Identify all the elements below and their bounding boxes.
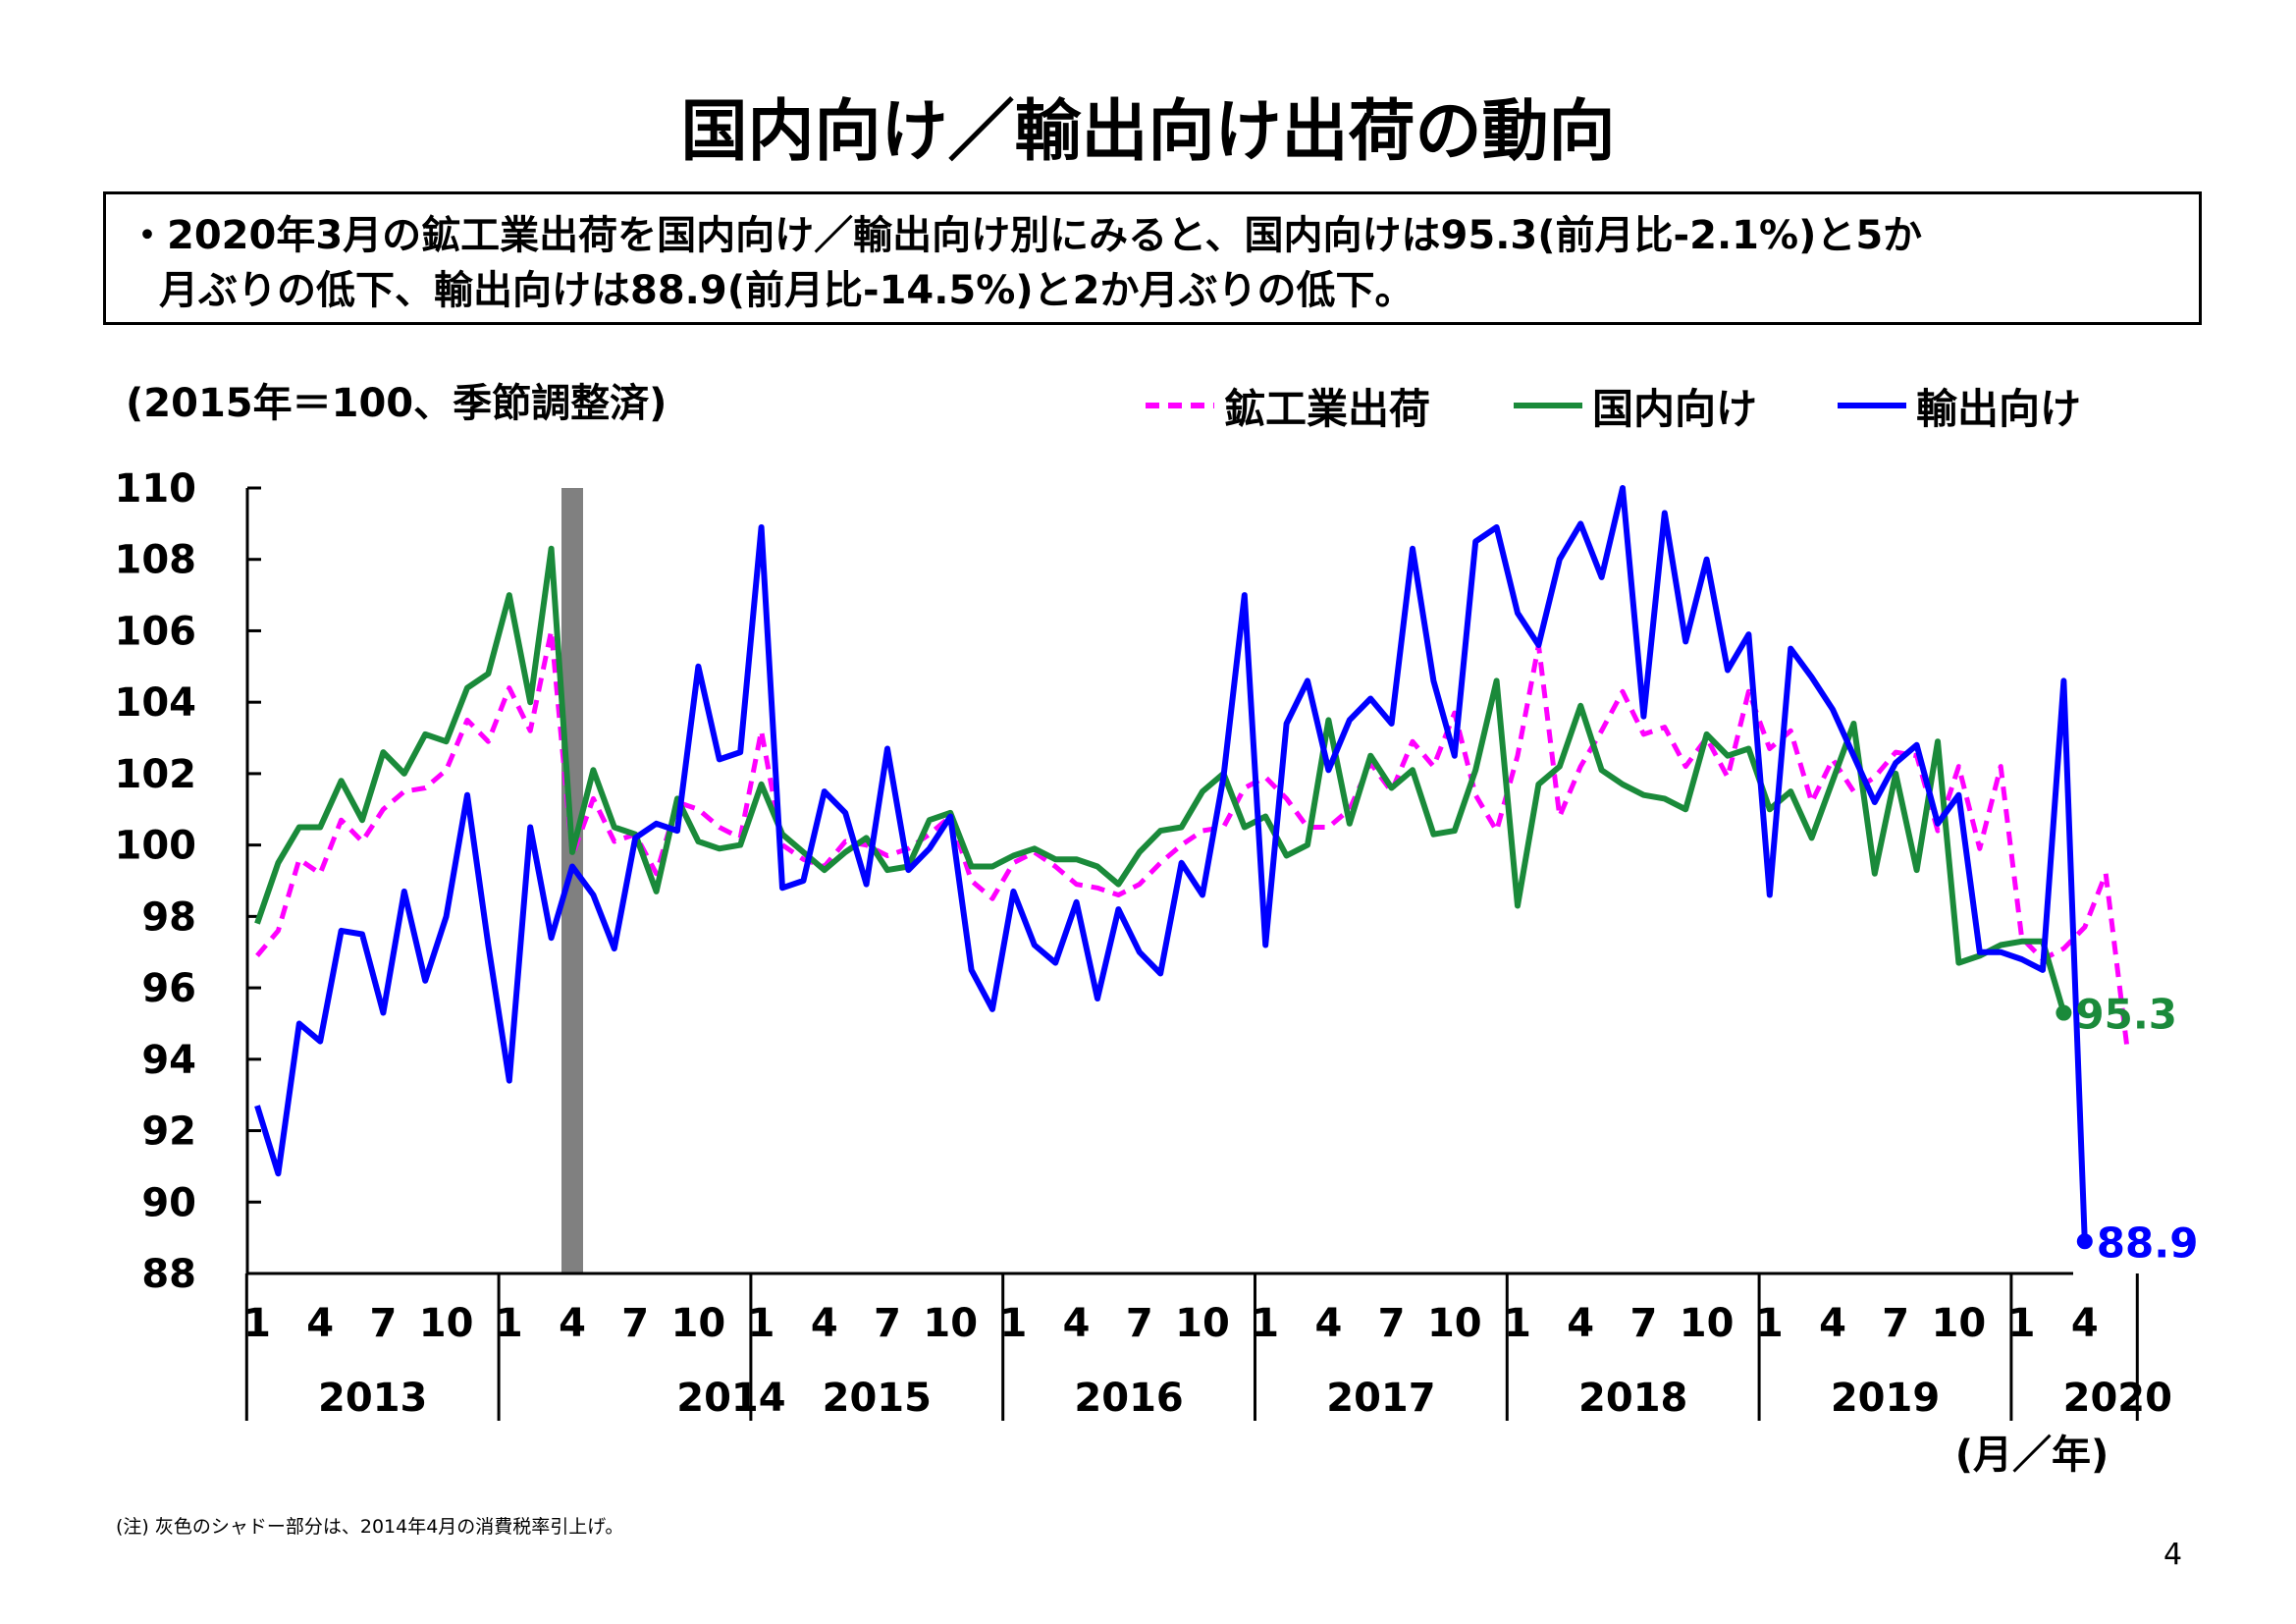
year-label: 2015	[823, 1376, 932, 1421]
footnote: (注) 灰色のシャドー部分は、2014年4月の消費税率引上げ。	[116, 1516, 624, 1538]
y-tick-label: 102	[115, 752, 197, 797]
y-tick-label: 110	[115, 466, 197, 512]
series-line-2	[254, 485, 2088, 1242]
y-tick-label: 104	[115, 680, 197, 726]
x-tick-label: 4	[2071, 1301, 2099, 1346]
x-tick-label: 4	[1063, 1301, 1091, 1346]
x-tick-label: 10	[671, 1301, 726, 1346]
series-line-1	[254, 545, 2067, 1014]
y-tick-label: 90	[141, 1180, 196, 1225]
page-number: 4	[2163, 1538, 2183, 1572]
x-tick-label: 1	[2008, 1301, 2036, 1346]
summary-line-1: ・2020年3月の鉱工業出荷を国内向け／輸出向け別にみると、国内向けは95.3(…	[128, 213, 1923, 258]
end-value-label-2: 88.9	[2097, 1218, 2199, 1267]
end-marker-1	[2056, 1004, 2072, 1021]
x-tick-label: 4	[306, 1301, 334, 1346]
series-line-0	[255, 628, 2130, 1046]
legend-label: 鉱工業出荷	[1224, 384, 1431, 433]
legend-label: 輸出向け	[1916, 384, 2082, 433]
x-tick-label: 10	[1680, 1301, 1735, 1346]
x-tick-label: 4	[559, 1301, 586, 1346]
y-tick-label: 92	[141, 1110, 196, 1155]
year-label: 2014	[676, 1376, 785, 1421]
y-tick-label: 98	[141, 894, 196, 940]
summary-line-2: 月ぶりの低下、輸出向けは88.9(前月比-14.5%)と2か月ぶりの低下。	[159, 268, 1415, 313]
summary-box: ・2020年3月の鉱工業出荷を国内向け／輸出向け別にみると、国内向けは95.3(…	[103, 191, 2202, 325]
page-title: 国内向け／輸出向け出荷の動向	[680, 93, 1616, 171]
x-tick-label: 7	[874, 1301, 901, 1346]
legend-swatch-dashed	[1146, 403, 1214, 408]
legend-swatch-blue	[1838, 403, 1906, 408]
x-axis-unit-label: (月／年)	[1955, 1433, 2109, 1478]
x-tick-label: 1	[243, 1301, 271, 1346]
year-label: 2013	[318, 1376, 427, 1421]
x-tick-label: 7	[369, 1301, 397, 1346]
y-tick-label: 108	[115, 538, 197, 583]
legend-label: 国内向け	[1592, 384, 1758, 433]
x-tick-label: 10	[923, 1301, 978, 1346]
x-tick-label: 7	[1378, 1301, 1406, 1346]
y-tick-label: 88	[141, 1252, 196, 1297]
legend-item-domestic: 国内向け	[1512, 381, 1757, 433]
x-tick-label: 7	[1882, 1301, 1909, 1346]
y-tick-label: 94	[141, 1038, 196, 1083]
tax-hike-shade	[561, 488, 583, 1273]
end-marker-2	[2076, 1233, 2093, 1250]
x-tick-label: 7	[1126, 1301, 1153, 1346]
x-tick-label: 7	[621, 1301, 649, 1346]
legend-item-mining: 鉱工業出荷	[1144, 381, 1430, 433]
x-tick-label: 4	[1819, 1301, 1846, 1346]
x-tick-label: 4	[1567, 1301, 1594, 1346]
year-label: 2020	[2063, 1376, 2172, 1421]
x-tick-label: 1	[748, 1301, 775, 1346]
x-tick-label: 10	[419, 1301, 474, 1346]
year-label: 2018	[1578, 1376, 1687, 1421]
y-tick-label: 106	[115, 609, 197, 654]
x-tick-label: 1	[1252, 1301, 1279, 1346]
x-tick-label: 1	[1756, 1301, 1784, 1346]
x-tick-label: 1	[1504, 1301, 1531, 1346]
year-label: 2017	[1326, 1376, 1435, 1421]
end-value-label-1: 95.3	[2075, 991, 2177, 1039]
y-tick-label: 100	[115, 824, 197, 869]
x-tick-label: 1	[999, 1301, 1027, 1346]
x-tick-label: 10	[1932, 1301, 1987, 1346]
x-tick-label: 7	[1629, 1301, 1657, 1346]
x-tick-label: 4	[1314, 1301, 1342, 1346]
legend-swatch-green	[1514, 403, 1582, 408]
year-label: 2016	[1074, 1376, 1183, 1421]
unit-label: (2015年＝100、季節調整済)	[126, 381, 667, 426]
x-tick-label: 10	[1175, 1301, 1230, 1346]
year-label: 2019	[1831, 1376, 1940, 1421]
legend-item-export: 輸出向け	[1836, 381, 2081, 433]
y-tick-label: 96	[141, 966, 196, 1011]
x-tick-label: 1	[496, 1301, 523, 1346]
x-tick-label: 10	[1427, 1301, 1482, 1346]
x-tick-label: 4	[811, 1301, 838, 1346]
